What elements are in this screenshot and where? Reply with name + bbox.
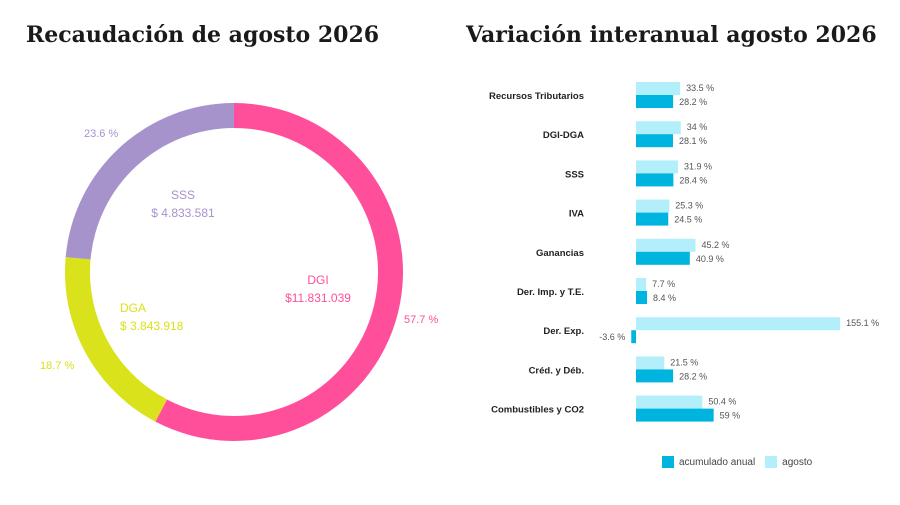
donut-slice-dgi bbox=[155, 103, 403, 441]
legend-swatch-agosto bbox=[765, 456, 778, 468]
bar-acumulado-ganancias bbox=[636, 251, 690, 265]
bar-agosto-recursos-tributarios bbox=[636, 82, 681, 95]
value-label-acumulado-cred-y-deb: 28.2 % bbox=[679, 371, 707, 381]
bar-acumulado-iva bbox=[636, 212, 669, 226]
value-label-acumulado-der-imp-y-t-e: 8.4 % bbox=[653, 293, 676, 303]
value-label-acumulado-iva: 24.5 % bbox=[674, 215, 702, 225]
legend-swatch-acumulado bbox=[662, 456, 674, 468]
slice-name-dga: DGA bbox=[120, 301, 146, 315]
value-label-agosto-combustibles-y-co2: 50.4 % bbox=[708, 397, 736, 407]
value-label-acumulado-der-exp: -3.6 % bbox=[599, 332, 625, 342]
donut-slice-sss bbox=[65, 103, 235, 260]
bar-chart-title: Variación interanual agosto 2026 bbox=[466, 22, 877, 48]
value-label-agosto-dgi-dga: 34 % bbox=[687, 122, 708, 132]
legend-label-agosto: agosto bbox=[782, 456, 813, 468]
value-label-agosto-ganancias: 45.2 % bbox=[701, 240, 729, 250]
bar-chart-legend: acumulado anual agosto bbox=[662, 456, 822, 468]
category-label-der-imp-y-t-e: Der. Imp. y T.E. bbox=[517, 287, 584, 298]
category-label-iva: IVA bbox=[569, 209, 584, 220]
slice-percent-dga: 18.7 % bbox=[40, 360, 74, 372]
bar-agosto-ganancias bbox=[636, 238, 696, 252]
bar-acumulado-combustibles-y-co2 bbox=[636, 408, 714, 422]
slice-amount-dgi: $11.831.039 bbox=[285, 291, 351, 305]
legend-item-agosto: agosto bbox=[765, 456, 812, 468]
donut-slice-dga bbox=[64, 257, 168, 422]
category-label-sss: SSS bbox=[565, 169, 584, 180]
value-label-acumulado-dgi-dga: 28.1 % bbox=[679, 136, 707, 146]
bar-acumulado-der-imp-y-t-e bbox=[636, 291, 648, 304]
bar-agosto-combustibles-y-co2 bbox=[636, 395, 703, 409]
slice-percent-sss: 23.6 % bbox=[84, 128, 118, 140]
bar-agosto-iva bbox=[636, 199, 670, 213]
slice-name-dgi: DGI bbox=[307, 273, 328, 287]
value-label-acumulado-sss: 28.4 % bbox=[679, 175, 707, 185]
value-label-acumulado-ganancias: 40.9 % bbox=[696, 254, 724, 264]
value-label-agosto-der-exp: 155.1 % bbox=[846, 318, 879, 328]
slice-percent-dgi: 57.7 % bbox=[404, 314, 438, 326]
value-label-agosto-cred-y-deb: 21.5 % bbox=[670, 357, 698, 367]
bar-acumulado-sss bbox=[636, 173, 674, 187]
slice-amount-dga: $ 3.843.918 bbox=[120, 319, 184, 333]
category-label-cred-y-deb: Créd. y Déb. bbox=[529, 365, 584, 376]
bar-agosto-cred-y-deb bbox=[636, 356, 665, 370]
bar-agosto-sss bbox=[636, 160, 678, 174]
bar-acumulado-dgi-dga bbox=[636, 134, 673, 148]
value-label-agosto-iva: 25.3 % bbox=[675, 201, 703, 211]
bar-acumulado-cred-y-deb bbox=[636, 369, 674, 383]
category-label-ganancias: Ganancias bbox=[536, 248, 584, 259]
value-label-acumulado-combustibles-y-co2: 59 % bbox=[720, 411, 741, 421]
value-label-agosto-sss: 31.9 % bbox=[684, 161, 712, 171]
value-label-agosto-der-imp-y-t-e: 7.7 % bbox=[652, 279, 675, 289]
value-label-acumulado-recursos-tributarios: 28.2 % bbox=[679, 97, 707, 107]
slice-amount-sss: $ 4.833.581 bbox=[151, 206, 215, 220]
category-label-dgi-dga: DGI-DGA bbox=[543, 130, 584, 141]
legend-item-acumulado: acumulado anual bbox=[662, 456, 755, 468]
legend-label-acumulado: acumulado anual bbox=[679, 456, 756, 468]
donut-chart-title: Recaudación de agosto 2026 bbox=[26, 22, 380, 48]
slice-name-sss: SSS bbox=[171, 188, 195, 202]
value-label-agosto-recursos-tributarios: 33.5 % bbox=[686, 83, 714, 93]
bar-agosto-der-imp-y-t-e bbox=[636, 278, 647, 291]
bar-acumulado-der-exp bbox=[631, 330, 636, 344]
category-label-combustibles-y-co2: Combustibles y CO2 bbox=[491, 405, 584, 416]
category-label-der-exp: Der. Exp. bbox=[543, 326, 584, 337]
bar-acumulado-recursos-tributarios bbox=[636, 95, 674, 108]
category-label-recursos-tributarios: Recursos Tributarios bbox=[489, 91, 584, 102]
bar-agosto-dgi-dga bbox=[636, 121, 681, 135]
bar-agosto-der-exp bbox=[636, 317, 841, 331]
